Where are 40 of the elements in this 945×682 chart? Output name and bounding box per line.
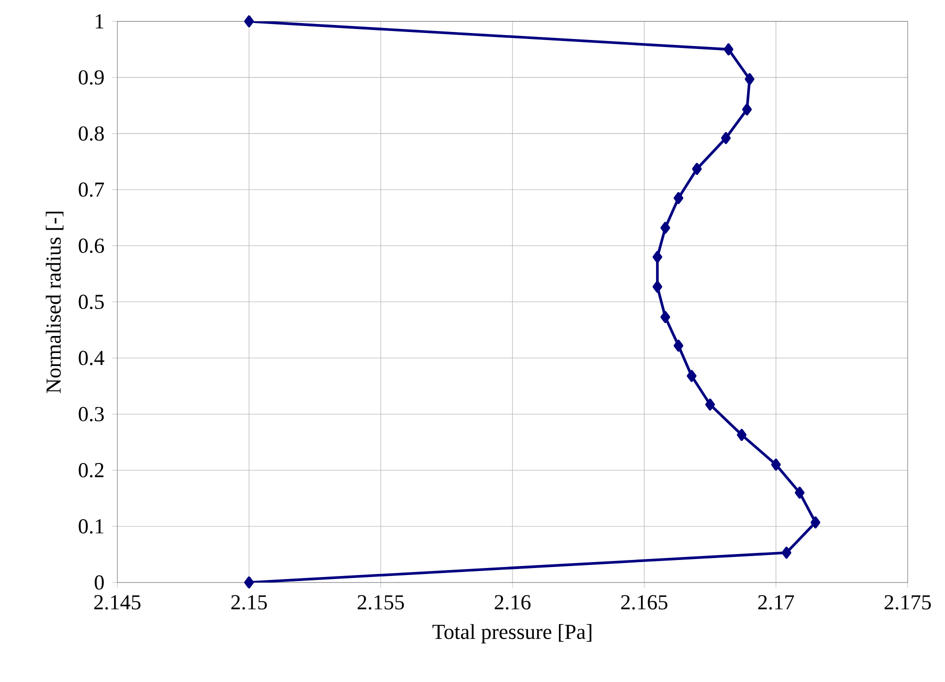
y-axis-title: Normalised radius [-] <box>46 211 64 393</box>
y-tick-label: 0.8 <box>78 126 104 141</box>
y-tick-label: 0.2 <box>78 462 104 478</box>
point <box>652 250 662 263</box>
point <box>794 486 804 498</box>
point <box>721 132 731 144</box>
y-tick-label: 0.5 <box>78 294 104 309</box>
point <box>771 458 781 470</box>
point <box>782 546 792 559</box>
y-tick-label: 0.7 <box>78 182 104 197</box>
y-tick-label: 0.1 <box>78 518 104 534</box>
point <box>674 339 684 352</box>
point <box>810 516 820 528</box>
point <box>660 222 670 234</box>
y-tick-label: 0 <box>94 575 104 590</box>
point <box>742 103 752 116</box>
point <box>244 576 254 588</box>
x-tick-label: 2.175 <box>884 594 931 610</box>
x-axis-title: Total pressure [Pa] <box>432 624 592 644</box>
y-tick-label: 1 <box>96 14 104 28</box>
point <box>724 43 734 56</box>
point <box>705 398 715 410</box>
point <box>244 15 254 28</box>
point <box>660 310 670 323</box>
x-tick-label: 2.16 <box>494 594 531 610</box>
x-tick-label: 2.145 <box>94 594 140 610</box>
x-tick-label: 2.165 <box>621 594 668 610</box>
y-tick-label: 0.9 <box>78 70 104 84</box>
point <box>674 192 684 204</box>
y-tick-label: 0.3 <box>78 406 104 422</box>
x-tick-label: 2.155 <box>358 594 404 610</box>
point <box>744 72 754 85</box>
y-tick-label: 0.6 <box>78 238 104 253</box>
point <box>736 428 747 441</box>
point <box>686 370 696 382</box>
x-tick-label: 2.17 <box>758 594 794 610</box>
x-tick-label: 2.15 <box>231 594 267 610</box>
point <box>652 280 662 293</box>
point <box>692 162 702 175</box>
y-tick-label: 0.4 <box>78 350 104 366</box>
